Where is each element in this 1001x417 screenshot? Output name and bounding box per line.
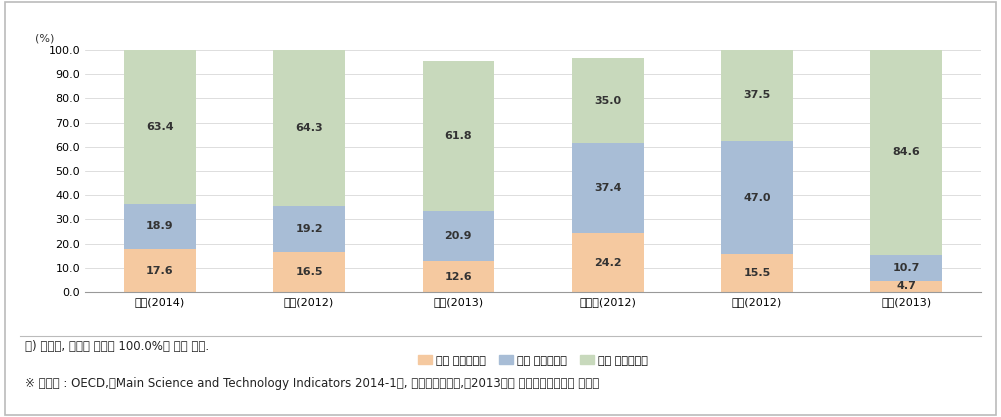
Text: 64.3: 64.3 bbox=[295, 123, 323, 133]
Bar bbox=[871, 255, 942, 281]
Text: 19.2: 19.2 bbox=[295, 224, 323, 234]
Bar bbox=[273, 206, 345, 252]
Bar bbox=[721, 141, 793, 254]
Bar bbox=[572, 143, 644, 234]
Text: (%): (%) bbox=[35, 34, 55, 44]
Text: 12.6: 12.6 bbox=[444, 271, 472, 281]
Bar bbox=[124, 50, 195, 203]
Text: 주) 프랑스, 일본은 합계가 100.0%가 되지 않음.: 주) 프랑스, 일본은 합계가 100.0%가 되지 않음. bbox=[25, 340, 209, 353]
Text: 10.7: 10.7 bbox=[893, 263, 920, 273]
Bar bbox=[422, 61, 494, 211]
Bar bbox=[124, 249, 195, 292]
Text: 35.0: 35.0 bbox=[595, 95, 622, 106]
Text: 37.5: 37.5 bbox=[744, 90, 771, 100]
Bar bbox=[273, 50, 345, 206]
Text: 37.4: 37.4 bbox=[594, 183, 622, 193]
Bar bbox=[721, 50, 793, 141]
Bar bbox=[422, 211, 494, 261]
Text: 16.5: 16.5 bbox=[295, 267, 322, 277]
Bar bbox=[572, 234, 644, 292]
Text: 84.6: 84.6 bbox=[893, 147, 920, 157]
Text: 20.9: 20.9 bbox=[444, 231, 472, 241]
Text: 24.2: 24.2 bbox=[594, 258, 622, 268]
Legend: 기초 연구개발비, 융용 연구개발비, 개발 연구개발비: 기초 연구개발비, 융용 연구개발비, 개발 연구개발비 bbox=[413, 351, 653, 370]
Text: 17.6: 17.6 bbox=[146, 266, 173, 276]
Text: ※ 자료원 : OECD,「Main Science and Technology Indicators 2014-1」, 미래창조과학부,「2013년도 연구: ※ 자료원 : OECD,「Main Science and Technolog… bbox=[25, 377, 600, 390]
Text: 15.5: 15.5 bbox=[744, 268, 771, 278]
Bar bbox=[572, 58, 644, 143]
Text: 61.8: 61.8 bbox=[444, 131, 472, 141]
Text: 63.4: 63.4 bbox=[146, 122, 173, 132]
Text: 47.0: 47.0 bbox=[744, 193, 771, 203]
Bar bbox=[721, 254, 793, 292]
Bar bbox=[273, 252, 345, 292]
Bar bbox=[871, 50, 942, 255]
Text: 18.9: 18.9 bbox=[146, 221, 173, 231]
Bar bbox=[871, 281, 942, 292]
Bar bbox=[422, 261, 494, 292]
Text: 4.7: 4.7 bbox=[896, 281, 916, 291]
Bar bbox=[124, 203, 195, 249]
